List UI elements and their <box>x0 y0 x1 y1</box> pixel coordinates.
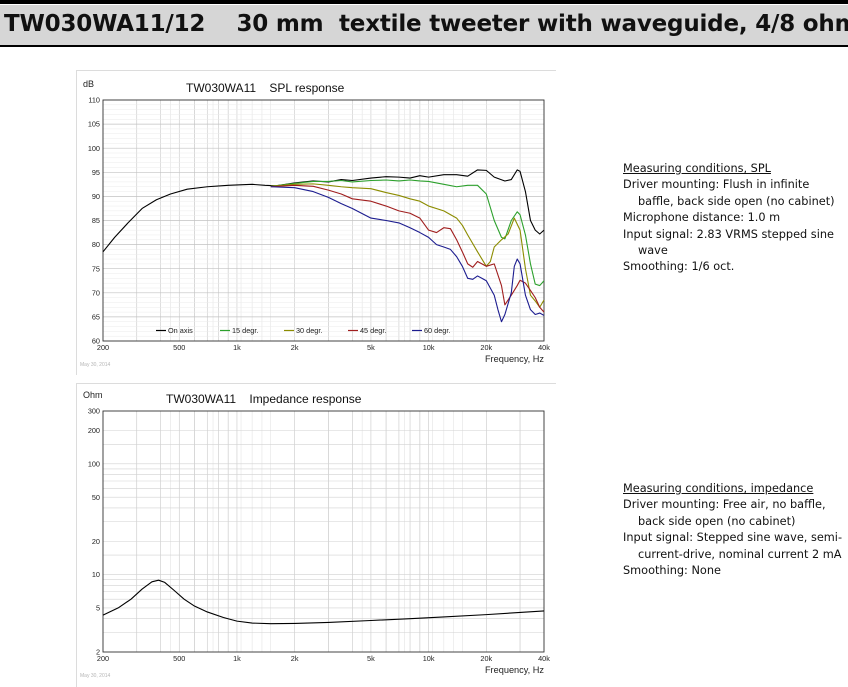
x-tick-label: 5k <box>367 343 375 352</box>
x-tick-label: 5k <box>367 654 375 663</box>
page-title: TW030WA11/12 30 mm textile tweeter with … <box>4 11 848 37</box>
x-tick-label: 200 <box>97 654 109 663</box>
spl-conditions-heading: Measuring conditions, SPL <box>623 162 771 175</box>
date-stamp: May 30, 2014 <box>80 362 111 368</box>
y-tick-label: 70 <box>92 288 100 297</box>
imp-condition-line: Driver mounting: Free air, no baffle, ba… <box>623 498 826 528</box>
spl-condition-line: Input signal: 2.83 VRMS stepped sine wav… <box>623 227 834 258</box>
series-line-30-degr <box>270 183 545 308</box>
series-line-on-axis <box>102 169 545 253</box>
spl-measuring-conditions: Measuring conditions, SPL Driver mountin… <box>623 161 845 276</box>
y-tick-label: 85 <box>92 216 100 225</box>
grid <box>102 99 545 342</box>
legend-label: 45 degr. <box>360 326 386 335</box>
imp-condition-line: Input signal: Stepped sine wave, semi-cu… <box>623 531 843 561</box>
date-stamp: May 30, 2014 <box>80 673 111 679</box>
impedance-chart: 2 5 10 20 50 100 200 300 200 500 1k 2k 5k 10k 20k 40k Oh… <box>76 383 556 687</box>
x-tick-label: 1k <box>233 343 241 352</box>
series-line-impedance <box>102 579 545 625</box>
spl-condition-line: Microphone distance: 1.0 m <box>623 211 781 225</box>
x-tick-label: 10k <box>423 343 435 352</box>
imp-conditions-heading: Measuring conditions, impedance <box>623 482 814 495</box>
y-tick-label: 100 <box>88 144 100 153</box>
series-line-15-degr <box>270 179 545 287</box>
spl-condition-line: Driver mounting: Flush in infinite baffl… <box>623 178 835 208</box>
legend-label: 30 degr. <box>296 326 322 335</box>
legend-label: On axis <box>168 326 193 335</box>
y-axis-label: Ohm <box>83 390 103 400</box>
y-tick-label: 10 <box>92 570 100 579</box>
x-tick-label: 1k <box>233 654 241 663</box>
x-tick-label: 200 <box>97 343 109 352</box>
x-axis-label: Frequency, Hz <box>485 665 544 675</box>
x-tick-label: 2k <box>291 654 299 663</box>
x-tick-label: 40k <box>538 343 550 352</box>
y-tick-label: 60 <box>92 337 100 346</box>
y-tick-label: 300 <box>88 407 100 416</box>
y-tick-label: 75 <box>92 264 100 273</box>
y-tick-label: 80 <box>92 240 100 249</box>
y-tick-label: 5 <box>96 604 100 613</box>
y-tick-label: 20 <box>92 537 100 546</box>
title-bar: TW030WA11/12 30 mm textile tweeter with … <box>0 5 848 47</box>
y-tick-label: 200 <box>88 426 100 435</box>
x-tick-label: 20k <box>480 343 492 352</box>
x-tick-label: 2k <box>291 343 299 352</box>
x-tick-label: 500 <box>173 343 185 352</box>
y-tick-label: 110 <box>88 96 100 105</box>
y-tick-label: 95 <box>92 168 100 177</box>
series-line-45-degr <box>270 184 545 313</box>
impedance-measuring-conditions: Measuring conditions, impedance Driver m… <box>623 481 845 579</box>
plot-area-frame <box>102 410 545 653</box>
y-tick-label: 65 <box>92 313 100 322</box>
y-tick-label: 100 <box>88 459 100 468</box>
imp-condition-line: Smoothing: None <box>623 564 721 578</box>
y-tick-label: 50 <box>92 493 100 502</box>
chart-title: TW030WA11 SPL response <box>186 81 345 95</box>
y-tick-label: 2 <box>96 648 100 657</box>
x-tick-label: 40k <box>538 654 550 663</box>
top-rule <box>0 0 848 4</box>
legend-label: 60 degr. <box>424 326 450 335</box>
x-axis-label: Frequency, Hz <box>485 354 544 364</box>
y-tick-label: 105 <box>88 120 100 129</box>
spl-condition-line: Smoothing: 1/6 oct. <box>623 260 735 274</box>
series-line-60-degr <box>270 186 545 323</box>
x-tick-label: 20k <box>480 654 492 663</box>
x-tick-label: 500 <box>173 654 185 663</box>
plot-area-frame <box>102 99 545 342</box>
legend-label: 15 degr. <box>232 326 258 335</box>
y-axis-label: dB <box>83 79 94 89</box>
y-tick-label: 90 <box>92 192 100 201</box>
chart-title: TW030WA11 Impedance response <box>166 392 362 406</box>
spl-chart: 60 65 70 75 80 85 90 95 100 105 110 200 500 1k 2k 5k 10k… <box>76 70 556 375</box>
x-tick-label: 10k <box>423 654 435 663</box>
grid <box>102 410 545 653</box>
